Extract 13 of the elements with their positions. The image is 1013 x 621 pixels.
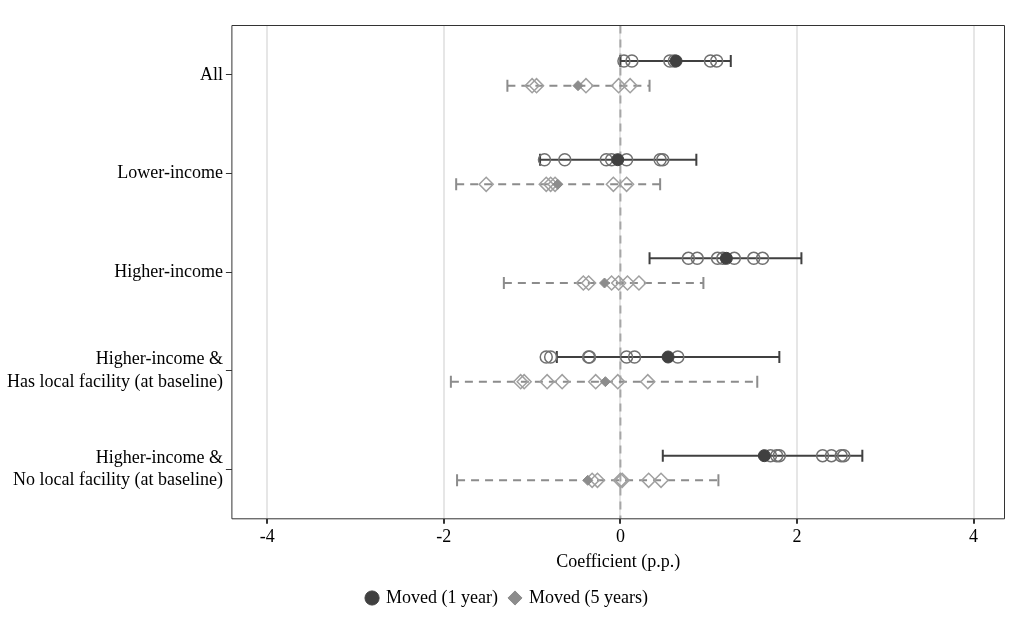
- x-tick-label: -4: [259, 526, 275, 547]
- legend-label: Moved (5 years): [529, 586, 648, 608]
- x-tick-label: 4: [969, 526, 979, 547]
- y-tick-label: Higher-income & Has local facility (at baseline): [7, 348, 223, 392]
- y-tick-label: Higher-income & No local facility (at baseline): [12, 446, 223, 491]
- y-tick-label: Lower-income: [117, 162, 223, 183]
- y-tick-label: Higher-income: [114, 260, 223, 281]
- x-tick-label: -2: [436, 526, 452, 547]
- legend-label: Moved (1 year): [386, 586, 499, 608]
- y-tick-label: All: [199, 63, 223, 84]
- x-tick-label: 2: [792, 526, 802, 547]
- x-axis-title: Coefficient (p.p.): [556, 550, 681, 572]
- x-tick-label: 0: [615, 526, 625, 547]
